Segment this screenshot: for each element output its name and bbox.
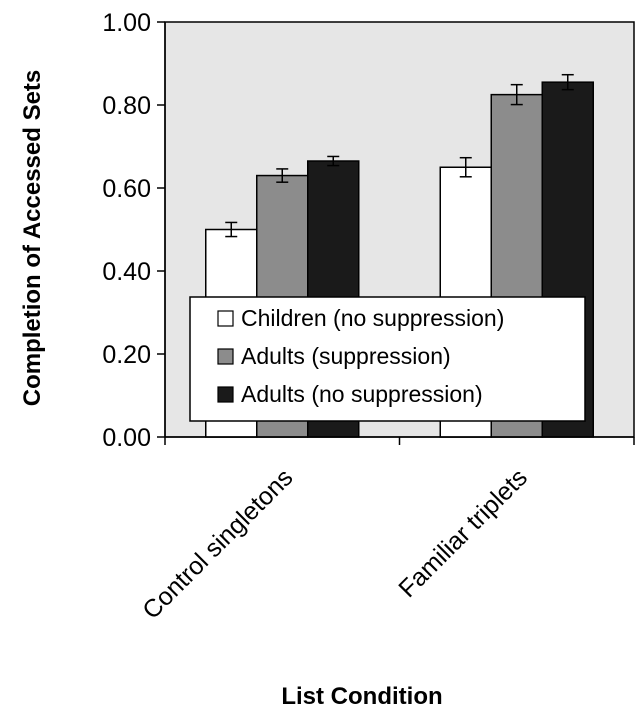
legend-label: Adults (suppression) xyxy=(241,343,451,369)
y-ticks: 0.00 0.20 0.40 0.60 0.80 1.00 xyxy=(102,9,165,452)
error-bars xyxy=(225,73,574,238)
y-tick-label: 1.00 xyxy=(102,9,151,37)
y-axis-title: Completion of Accessed Sets xyxy=(19,70,46,407)
y-tick-label: 0.60 xyxy=(102,175,151,203)
y-tick-label: 0.80 xyxy=(102,92,151,120)
legend-label: Children (no suppression) xyxy=(241,305,504,331)
legend-swatch xyxy=(217,310,234,327)
legend-box xyxy=(189,296,586,422)
legend-label: Adults (no suppression) xyxy=(241,381,483,407)
legend-swatch xyxy=(217,386,234,403)
x-category-label: Control singletons xyxy=(137,463,298,624)
y-tick-label: 0.00 xyxy=(102,424,151,452)
legend: Children (no suppression) Adults (suppres… xyxy=(189,296,586,422)
x-ticks: Control singletons Familiar triplets xyxy=(137,437,635,625)
legend-swatch xyxy=(217,348,234,365)
y-tick-label: 0.40 xyxy=(102,258,151,286)
x-category-label: Familiar triplets xyxy=(393,463,533,603)
y-tick-label: 0.20 xyxy=(102,341,151,369)
x-axis-title: List Condition xyxy=(281,683,442,710)
